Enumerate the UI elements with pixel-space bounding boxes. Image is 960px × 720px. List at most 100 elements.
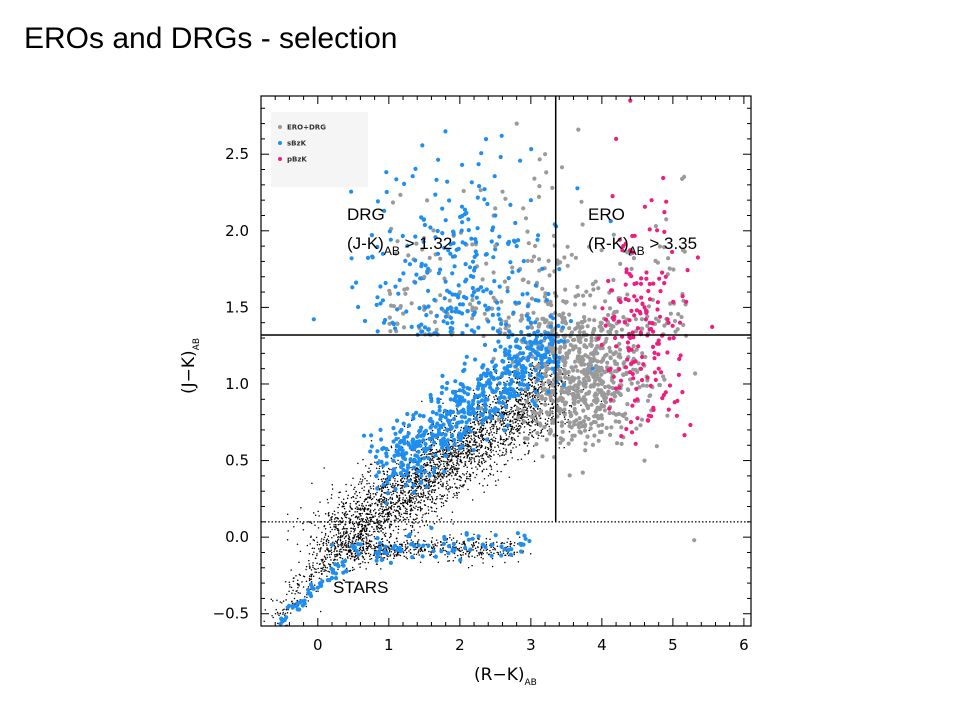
field-point	[508, 431, 511, 434]
field-point	[377, 478, 380, 481]
star-point	[456, 547, 459, 550]
field-point	[540, 429, 543, 432]
field-point	[417, 474, 419, 477]
field-point	[531, 435, 533, 438]
star-point	[467, 550, 469, 552]
ero-drg-point	[398, 192, 403, 197]
field-point	[393, 541, 396, 544]
field-point	[371, 498, 374, 500]
ero-drg-point	[470, 305, 475, 310]
field-point	[387, 518, 390, 521]
ero-drg-point	[596, 286, 601, 291]
field-point	[450, 464, 453, 467]
ero-drg-point	[543, 402, 548, 407]
star-point	[347, 557, 349, 559]
field-point	[582, 388, 585, 391]
star-point	[344, 544, 347, 547]
field-point	[406, 503, 409, 506]
field-point	[488, 434, 490, 436]
field-point	[524, 453, 526, 456]
field-point	[381, 527, 384, 530]
field-point	[477, 445, 479, 448]
field-point	[333, 524, 335, 526]
field-point	[430, 485, 432, 488]
field-point	[457, 462, 459, 465]
ero-drg-point	[524, 399, 529, 404]
sbzk-point	[369, 444, 374, 449]
ero-drg-point	[599, 416, 605, 421]
ero-drg-point	[600, 422, 605, 427]
field-point	[338, 532, 340, 535]
field-point	[408, 498, 411, 501]
sbzk-point	[521, 336, 527, 341]
ero-drg-point	[536, 393, 541, 398]
field-point	[444, 460, 446, 463]
field-point	[472, 421, 474, 423]
field-point	[449, 467, 452, 470]
field-point	[391, 493, 393, 496]
field-point	[353, 525, 356, 527]
field-point	[463, 456, 466, 458]
field-point	[551, 417, 553, 419]
star-point	[464, 544, 466, 546]
field-point	[454, 494, 456, 497]
field-point	[411, 526, 414, 528]
star-point	[482, 552, 484, 555]
field-point	[439, 478, 442, 481]
field-point	[420, 486, 423, 489]
ero-drg-point	[571, 378, 576, 383]
field-point	[466, 455, 469, 458]
field-point	[485, 460, 487, 463]
star-point	[279, 601, 282, 603]
field-point	[388, 449, 390, 452]
star-point	[309, 578, 311, 581]
field-point	[423, 453, 426, 455]
field-point	[474, 434, 476, 437]
field-point	[427, 453, 430, 455]
field-point	[464, 481, 467, 483]
field-point	[500, 470, 502, 473]
field-point	[457, 468, 459, 471]
field-point	[415, 499, 418, 501]
field-point	[433, 444, 435, 447]
field-point	[544, 418, 547, 421]
field-point	[539, 417, 541, 420]
field-point	[483, 461, 486, 464]
field-point	[333, 542, 336, 544]
field-point	[363, 486, 366, 488]
field-point	[508, 410, 511, 413]
field-point	[368, 471, 370, 474]
sbzk-point	[491, 326, 496, 331]
field-point	[528, 401, 531, 404]
ero-drg-point	[438, 256, 443, 261]
field-point	[411, 487, 414, 489]
sbzk-point	[496, 400, 501, 405]
field-point	[411, 509, 414, 512]
field-point	[350, 553, 353, 556]
ero-drg-point	[536, 194, 542, 199]
star-point	[313, 568, 316, 570]
star-point	[431, 537, 434, 539]
field-point	[507, 399, 509, 402]
star-point	[354, 553, 356, 555]
field-point	[528, 433, 530, 436]
field-point	[510, 408, 512, 411]
field-point	[418, 479, 421, 481]
field-point	[390, 506, 393, 508]
field-point	[520, 422, 523, 424]
field-point	[466, 450, 469, 453]
star-point	[284, 612, 287, 615]
star-point	[307, 585, 310, 588]
field-point	[368, 519, 370, 522]
ero-drg-point	[589, 371, 594, 377]
field-point	[541, 403, 543, 405]
field-point	[470, 435, 473, 437]
field-point	[342, 546, 345, 548]
field-point	[528, 415, 530, 417]
star-point	[415, 553, 418, 556]
field-point	[440, 505, 443, 508]
field-point	[386, 486, 389, 488]
ero-drg-point	[631, 256, 637, 261]
field-point	[380, 478, 383, 481]
ero-drg-point	[569, 437, 574, 442]
